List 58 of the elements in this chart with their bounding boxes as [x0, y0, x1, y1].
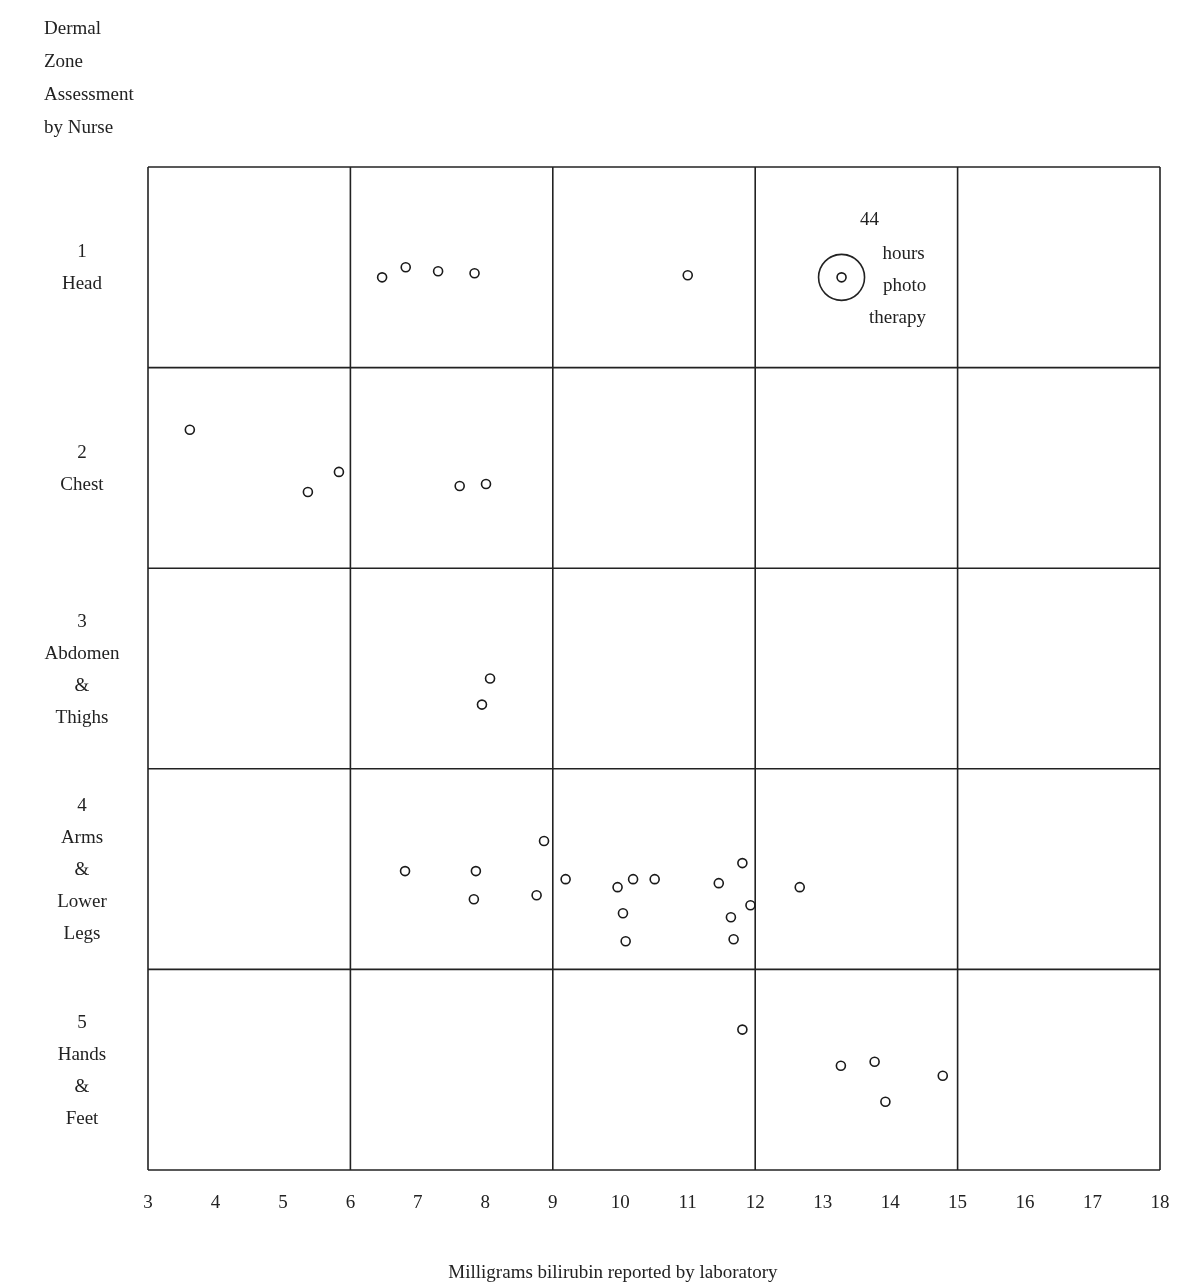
point — [538, 835, 550, 847]
y-tick-label: 1 Head — [61, 240, 103, 294]
point — [376, 272, 388, 283]
point — [399, 865, 411, 877]
point — [682, 270, 694, 281]
point — [454, 480, 465, 492]
x-tick-label: 4 — [210, 1191, 221, 1212]
point — [794, 881, 806, 893]
annotation: 44 hours photo therapy — [860, 208, 927, 328]
point — [560, 873, 571, 885]
point — [937, 1070, 949, 1082]
point — [835, 1060, 847, 1071]
x-tick-label: 18 — [1150, 1191, 1170, 1212]
x-tick-label: 16 — [1015, 1191, 1035, 1212]
y-tick-label: 5 Hands & Feet — [57, 1010, 107, 1128]
point — [713, 877, 725, 889]
point — [184, 424, 196, 436]
point — [531, 889, 542, 901]
x-tick-label: 7 — [413, 1191, 423, 1212]
point — [612, 881, 623, 893]
y-tick-label: 3 Abdomen & Thighs — [44, 609, 120, 727]
x-tick-label: 12 — [745, 1191, 765, 1212]
x-tick-label: 10 — [610, 1191, 630, 1212]
point — [468, 893, 480, 905]
x-tick-label: 13 — [813, 1191, 833, 1212]
x-tick-label: 15 — [948, 1191, 968, 1212]
point — [470, 865, 482, 877]
point — [480, 478, 492, 490]
point — [649, 873, 660, 885]
x-tick-label: 8 — [480, 1191, 491, 1212]
point — [432, 266, 444, 277]
point — [484, 673, 496, 684]
x-tick-label: 11 — [678, 1191, 697, 1212]
point — [869, 1056, 880, 1067]
y-tick-label: 4 Arms & Lower Legs — [57, 794, 108, 944]
point — [880, 1096, 891, 1108]
point — [737, 1024, 748, 1035]
x-tick-label: 9 — [548, 1191, 558, 1212]
point — [333, 466, 345, 478]
point — [617, 907, 629, 919]
point — [476, 699, 488, 710]
point — [469, 268, 480, 279]
x-tick-label: 3 — [143, 1191, 153, 1212]
point — [725, 911, 737, 923]
point — [620, 936, 631, 947]
x-tick-label: 5 — [278, 1191, 288, 1212]
y-axis-title: Dermal Zone Assessment by Nurse — [44, 17, 135, 137]
point — [302, 486, 314, 498]
point — [627, 873, 639, 885]
x-tick-label: 6 — [345, 1191, 356, 1212]
y-tick-label: 2 Chest — [60, 440, 105, 494]
x-axis-title: Milligrams bilirubin reported by laboratory — [448, 1261, 779, 1282]
point — [745, 899, 756, 911]
point — [737, 857, 748, 869]
point — [728, 934, 739, 945]
x-tick-label: 17 — [1083, 1191, 1103, 1212]
x-tick-label: 14 — [880, 1191, 901, 1212]
point — [400, 262, 412, 273]
